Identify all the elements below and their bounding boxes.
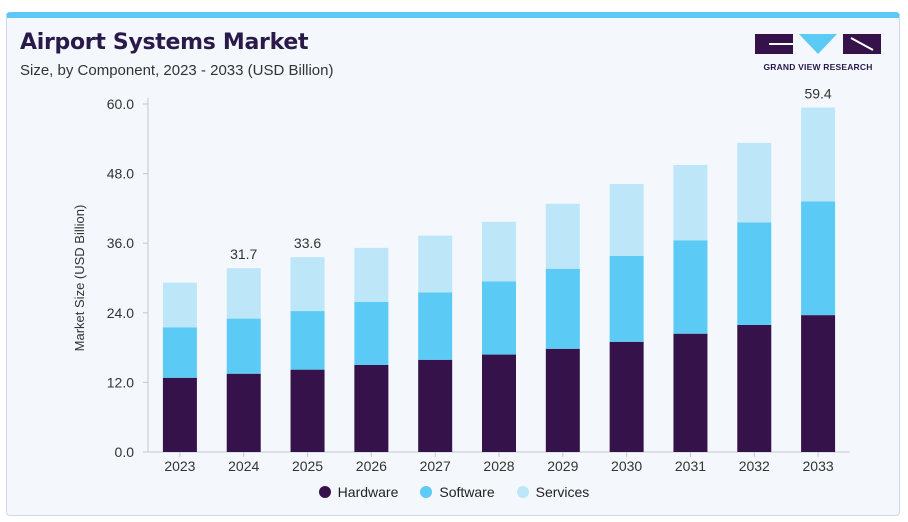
y-tick-label: 60.0 <box>107 96 134 112</box>
bar-hardware-2024 <box>226 373 261 452</box>
bar-software-2029 <box>545 268 580 349</box>
x-tick-label: 2024 <box>228 458 259 474</box>
bar-hardware-2026 <box>354 365 389 452</box>
bar-software-2033 <box>801 201 836 316</box>
legend-label-services: Services <box>535 484 590 500</box>
bar-services-2029 <box>545 203 580 269</box>
bar-hardware-2032 <box>737 324 772 452</box>
bar-services-2026 <box>354 247 389 302</box>
legend-item-hardware: Hardware <box>318 484 399 500</box>
legend-swatch-software <box>420 486 433 498</box>
legend-item-software: Software <box>420 484 495 500</box>
bar-services-2024 <box>226 268 261 319</box>
logo-text: GRAND VIEW RESEARCH <box>763 62 873 72</box>
logo-triangle <box>799 34 837 54</box>
bar-services-2031 <box>673 164 708 241</box>
legend-item-services: Services <box>516 484 590 500</box>
x-tick-label: 2029 <box>547 458 578 474</box>
bar-services-2032 <box>737 142 772 223</box>
bar-services-2033 <box>801 107 836 202</box>
legend-label-software: Software <box>439 484 495 500</box>
y-tick-label: 36.0 <box>107 235 134 251</box>
x-tick-label: 2026 <box>356 458 387 474</box>
bar-hardware-2027 <box>418 359 453 452</box>
bar-software-2025 <box>290 311 325 370</box>
bar-software-2027 <box>418 292 453 360</box>
bar-services-2027 <box>418 235 453 293</box>
bar-hardware-2028 <box>482 354 516 452</box>
x-tick-label: 2023 <box>164 458 195 474</box>
x-tick-label: 2032 <box>739 458 770 474</box>
data-label-2033: 59.4 <box>804 85 831 101</box>
bar-software-2032 <box>737 222 772 325</box>
bar-hardware-2031 <box>673 333 708 452</box>
y-tick-label: 48.0 <box>107 166 134 182</box>
bar-hardware-2033 <box>801 315 836 452</box>
bar-services-2025 <box>290 257 325 312</box>
bar-software-2026 <box>354 301 389 365</box>
chart-title: Airport Systems Market <box>20 30 309 55</box>
bar-services-2028 <box>482 221 516 282</box>
chart-legend: Hardware Software Services <box>0 484 908 500</box>
x-tick-label: 2028 <box>483 458 514 474</box>
x-tick-label: 2025 <box>292 458 323 474</box>
y-tick-label: 24.0 <box>107 305 134 321</box>
data-label-2024: 31.7 <box>230 246 257 262</box>
bar-hardware-2023 <box>162 377 197 452</box>
y-tick-label: 0.0 <box>115 444 135 460</box>
x-tick-label: 2033 <box>803 458 834 474</box>
bar-software-2030 <box>609 255 644 342</box>
x-tick-label: 2027 <box>420 458 451 474</box>
x-tick-label: 2030 <box>611 458 642 474</box>
legend-swatch-services <box>516 486 529 498</box>
legend-swatch-hardware <box>318 486 331 498</box>
y-tick-label: 12.0 <box>107 374 134 390</box>
bar-hardware-2029 <box>545 348 580 452</box>
grand-view-research-logo-icon <box>755 34 881 54</box>
bar-hardware-2025 <box>290 369 325 452</box>
chart-subtitle: Size, by Component, 2023 - 2033 (USD Bil… <box>20 62 334 79</box>
data-label-2025: 33.6 <box>294 235 321 251</box>
bar-software-2024 <box>226 318 261 374</box>
legend-label-hardware: Hardware <box>337 484 399 500</box>
bar-software-2031 <box>673 240 708 334</box>
y-axis-title: Market Size (USD Billion) <box>72 205 87 352</box>
bar-hardware-2030 <box>609 341 644 452</box>
bar-services-2030 <box>609 184 644 256</box>
bar-software-2028 <box>482 281 516 355</box>
x-tick-label: 2031 <box>675 458 706 474</box>
bar-services-2023 <box>162 282 197 328</box>
bar-software-2023 <box>162 327 197 378</box>
